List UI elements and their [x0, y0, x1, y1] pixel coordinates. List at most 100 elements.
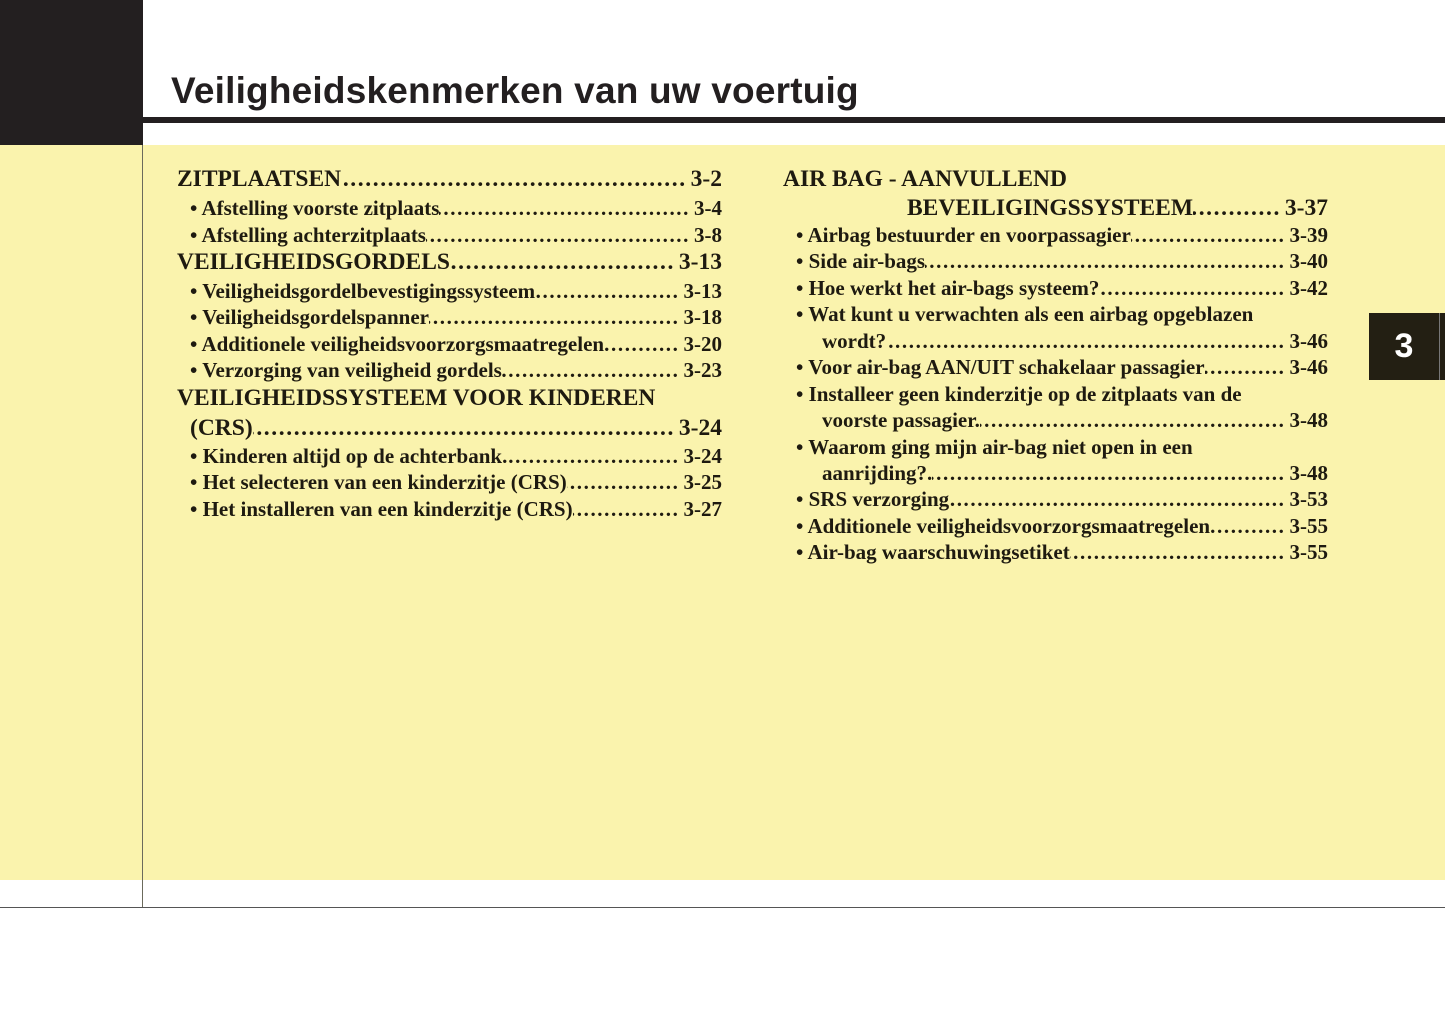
toc-entry[interactable]: • Waarom ging mijn air-bag niet open in …	[796, 434, 1328, 460]
toc-entry-page: 3-39	[1289, 223, 1329, 247]
toc-entry[interactable]: • Het installeren van een kinderzitje (C…	[190, 496, 722, 522]
toc-entry-page: 3-48	[1289, 408, 1329, 432]
toc-entry-label: AIR BAG - AANVULLEND	[783, 166, 1067, 192]
corner-block	[0, 0, 143, 145]
toc-entry-label: • Hoe werkt het air-bags systeem?	[796, 276, 1100, 300]
toc-entry[interactable]: voorste passagier.......................…	[822, 407, 1328, 433]
toc-entry-label: • Voor air-bag AAN/UIT schakelaar passag…	[796, 355, 1205, 379]
chapter-tab[interactable]: 3	[1369, 313, 1439, 380]
toc-entry-page: 3-48	[1289, 461, 1329, 485]
toc-entry-page: 3-46	[1289, 355, 1329, 379]
toc-entry-page: 3-18	[683, 305, 723, 329]
toc-entry-label: • SRS verzorging	[796, 487, 950, 511]
toc-entry-label: • Additionele veiligheidsvoorzorgsmaatre…	[190, 332, 605, 356]
toc-entry[interactable]: • Kinderen altijd op de achterbank......…	[190, 443, 722, 469]
toc-entry-page: 3-4	[694, 196, 722, 220]
toc-entry[interactable]: AIR BAG - AANVULLEND	[783, 166, 1328, 192]
dot-leader: ........................................…	[573, 497, 680, 521]
toc-entry[interactable]: • SRS verzorging........................…	[796, 486, 1328, 512]
toc-entry[interactable]: VEILIGHEIDSGORDELS......................…	[177, 249, 722, 275]
tab-divider	[1439, 313, 1440, 380]
toc-entry-page: 3-8	[694, 223, 722, 247]
toc-entry[interactable]: • Hoe werkt het air-bags systeem?.......…	[796, 275, 1328, 301]
toc-entry[interactable]: • Het selecteren van een kinderzitje (CR…	[190, 469, 722, 495]
dot-leader: ........................................…	[507, 444, 680, 468]
toc-entry-label: • Afstelling voorste zitplaats	[190, 196, 440, 220]
toc-entry[interactable]: • Installeer geen kinderzitje op de zitp…	[796, 381, 1328, 407]
toc-entry[interactable]: • Air-bag waarschuwingsetiket...........…	[796, 539, 1328, 565]
toc-entry[interactable]: • Veiligheidsgordelbevestigingssysteem..…	[190, 278, 722, 304]
toc-entry-page: 3-55	[1289, 514, 1329, 538]
dot-leader: ........................................…	[932, 461, 1286, 485]
toc-entry[interactable]: ZITPLAATSEN.............................…	[177, 166, 722, 192]
dot-leader: ........................................…	[426, 223, 690, 247]
toc-entry-label: • Veiligheidsgordelbevestigingssysteem	[190, 279, 536, 303]
toc-entry[interactable]: aanrijding?.............................…	[822, 460, 1328, 486]
dot-leader: ........................................…	[501, 358, 680, 382]
toc-entry-label: • Waarom ging mijn air-bag niet open in …	[796, 435, 1193, 459]
toc-entry-label: • Installeer geen kinderzitje op de zitp…	[796, 382, 1242, 406]
title-rule	[143, 117, 1445, 123]
dot-leader: ........................................…	[1205, 355, 1286, 379]
toc-entry-page: 3-24	[678, 415, 722, 441]
toc-entry-page: 3-55	[1289, 540, 1329, 564]
toc-entry-page: 3-46	[1289, 329, 1329, 353]
page-title: Veiligheidskenmerken van uw voertuig	[171, 70, 859, 111]
toc-entry-label: • Het selecteren van een kinderzitje (CR…	[190, 470, 567, 494]
toc-entry[interactable]: wordt?..................................…	[822, 328, 1328, 354]
dot-leader: ........................................…	[567, 470, 680, 494]
footer-divider	[0, 907, 1445, 908]
toc-entry[interactable]: • Verzorging van veiligheid gordels.....…	[190, 357, 722, 383]
toc-entry-page: 3-24	[683, 444, 723, 468]
toc-entry[interactable]: • Voor air-bag AAN/UIT schakelaar passag…	[796, 354, 1328, 380]
toc-entry-label: voorste passagier.	[822, 408, 980, 432]
dot-leader: ........................................…	[886, 329, 1286, 353]
toc-entry-label: • Verzorging van veiligheid gordels	[190, 358, 502, 382]
toc-entry-label: ZITPLAATSEN	[177, 166, 342, 192]
dot-leader: ........................................…	[1099, 276, 1286, 300]
toc-entry-label: • Air-bag waarschuwingsetiket	[796, 540, 1070, 564]
dot-leader: ........................................…	[1131, 223, 1286, 247]
toc-entry-page: 3-20	[683, 332, 723, 356]
dot-leader: ........................................…	[428, 305, 680, 329]
toc-entry[interactable]: • Additionele veiligheidsvoorzorgsmaatre…	[796, 513, 1328, 539]
toc-entry[interactable]: • Afstelling achterzitplaats............…	[190, 222, 722, 248]
dot-leader: ........................................…	[1070, 540, 1286, 564]
dot-leader: ........................................…	[1210, 514, 1286, 538]
dot-leader: ........................................…	[979, 408, 1286, 432]
dot-leader: ........................................…	[341, 166, 687, 192]
toc-entry-label: • Additionele veiligheidsvoorzorgsmaatre…	[796, 514, 1211, 538]
toc-entry-label: (CRS)	[190, 415, 253, 441]
toc-entry-page: 3-40	[1289, 249, 1329, 273]
toc-entry[interactable]: (CRS)...................................…	[190, 415, 722, 441]
toc-entry-label: VEILIGHEIDSGORDELS	[177, 249, 450, 275]
tab-edge	[1440, 313, 1445, 380]
toc-entry-page: 3-23	[683, 358, 723, 382]
toc-entry[interactable]: • Veiligheidsgordelspanner..............…	[190, 304, 722, 330]
toc-entry-page: 3-13	[683, 279, 723, 303]
dot-leader: ........................................…	[949, 487, 1286, 511]
toc-entry-label: • Wat kunt u verwachten als een airbag o…	[796, 302, 1254, 326]
toc-entry[interactable]: • Side air-bags.........................…	[796, 248, 1328, 274]
margin-divider	[142, 145, 143, 908]
dot-leader: ........................................…	[604, 332, 680, 356]
toc-entry[interactable]: BEVEILIGINGSSYSTEEM.....................…	[907, 195, 1328, 221]
toc-entry-page: 3-27	[683, 497, 723, 521]
toc-entry-label: • Side air-bags	[796, 249, 926, 273]
dot-leader: ........................................…	[1193, 195, 1281, 221]
toc-entry-label: • Kinderen altijd op de achterbank.	[190, 444, 508, 468]
toc-entry[interactable]: VEILIGHEIDSSYSTEEM VOOR KINDEREN	[177, 385, 722, 411]
toc-entry-page: 3-53	[1289, 487, 1329, 511]
dot-leader: ........................................…	[450, 249, 675, 275]
toc-entry[interactable]: • Airbag bestuurder en voorpassagier....…	[796, 222, 1328, 248]
toc-entry-label: • Afstelling achterzitplaats	[190, 223, 426, 247]
dot-leader: ........................................…	[252, 415, 675, 441]
toc-entry-label: wordt?	[822, 329, 887, 353]
dot-leader: ........................................…	[925, 249, 1286, 273]
toc-entry-label: • Veiligheidsgordelspanner	[190, 305, 429, 329]
toc-entry-page: 3-37	[1284, 195, 1328, 221]
toc-entry[interactable]: • Additionele veiligheidsvoorzorgsmaatre…	[190, 331, 722, 357]
toc-entry[interactable]: • Afstelling voorste zitplaats..........…	[190, 195, 722, 221]
toc-entry-page: 3-42	[1289, 276, 1329, 300]
toc-entry[interactable]: • Wat kunt u verwachten als een airbag o…	[796, 301, 1328, 327]
